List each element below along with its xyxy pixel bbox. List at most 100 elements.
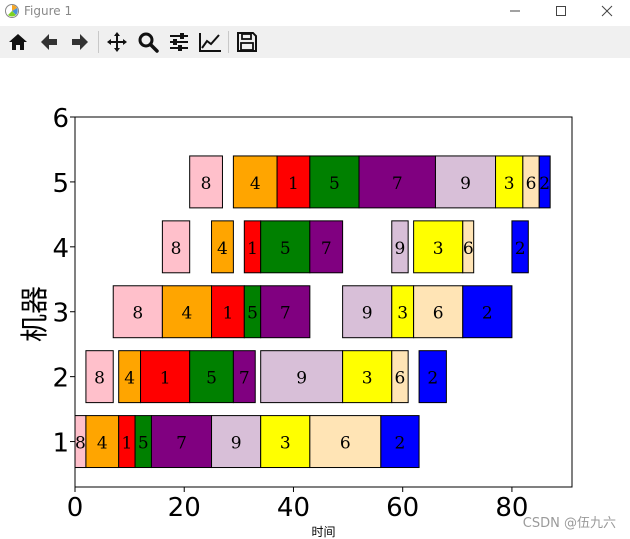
- y-tick-label: 4: [52, 234, 69, 264]
- home-icon: [9, 34, 27, 50]
- gantt-bar-job-7: [150, 415, 213, 469]
- gantt-bar-job-7: [232, 350, 256, 404]
- navigation-toolbar: [0, 26, 630, 59]
- gantt-bar-job-3: [260, 415, 311, 469]
- bar-label: 1: [288, 174, 299, 194]
- save-icon: [237, 32, 257, 52]
- gantt-bar-job-8: [161, 220, 191, 274]
- bar-label: 6: [395, 369, 406, 389]
- bar-label: 4: [182, 304, 193, 324]
- forward-button[interactable]: [67, 29, 93, 55]
- bar-label: 3: [433, 239, 444, 259]
- bar-label: 9: [460, 174, 471, 194]
- gantt-bar-job-4: [161, 285, 213, 339]
- bar-label: 5: [138, 434, 149, 454]
- back-button[interactable]: [36, 29, 62, 55]
- watermark: CSDN @伍九六: [522, 516, 616, 531]
- home-button[interactable]: [5, 29, 31, 55]
- gantt-bar-job-1: [276, 155, 311, 209]
- y-tick-label: 1: [52, 429, 69, 459]
- gantt-bar-job-9: [391, 220, 409, 274]
- gantt-bar-job-2: [418, 350, 447, 404]
- bar-label: 5: [247, 304, 258, 324]
- close-button[interactable]: [584, 0, 630, 22]
- ticks-layer: 0 20 40 60 80 1 2 3 4 5 6: [52, 104, 528, 523]
- bar-label: 4: [217, 239, 228, 259]
- toolbar-separator: [98, 31, 99, 53]
- maximize-button[interactable]: [538, 0, 584, 22]
- save-button[interactable]: [234, 29, 260, 55]
- gantt-bar-job-4: [85, 415, 120, 469]
- bars-layer: 8 4 1 5 7 9 3 6 28 4 1 5 7 9 3 6 28 4 1 5 7 9 3 6 28 4 1 5 7 9 3 6 28 4 1 5…: [75, 155, 551, 469]
- gantt-bar-job-4: [211, 220, 234, 274]
- gantt-bar-job-8: [112, 285, 163, 339]
- zoom-icon: [138, 32, 159, 53]
- bar-label: 5: [280, 239, 291, 259]
- back-icon: [41, 34, 57, 50]
- bar-label: 3: [280, 434, 291, 454]
- y-tick-label: 2: [52, 364, 69, 394]
- bar-label: 7: [321, 239, 332, 259]
- bar-label: 6: [433, 304, 444, 324]
- maximize-icon: [556, 6, 566, 16]
- bar-label: 4: [124, 369, 135, 389]
- gantt-bar-job-6: [309, 415, 382, 469]
- bar-label: 7: [392, 174, 403, 194]
- bar-label: 1: [247, 239, 258, 259]
- gantt-bar-job-7: [309, 220, 344, 274]
- toolbar-separator: [228, 31, 229, 53]
- gantt-bar-job-9: [211, 415, 262, 469]
- bar-label: 7: [176, 434, 187, 454]
- pan-button[interactable]: [104, 29, 130, 55]
- zoom-button[interactable]: [135, 29, 161, 55]
- gantt-bar-job-2: [538, 155, 551, 209]
- gantt-bar-job-2: [462, 285, 513, 339]
- bar-label: 2: [539, 174, 550, 194]
- bar-label: 9: [395, 239, 406, 259]
- bar-label: 2: [515, 239, 526, 259]
- x-tick-label: 40: [277, 493, 310, 523]
- x-tick-label: 0: [67, 493, 84, 523]
- gantt-bar-job-8: [85, 350, 114, 404]
- bar-label: 4: [250, 174, 261, 194]
- bar-label: 8: [75, 434, 86, 454]
- window-controls: [492, 0, 630, 22]
- window-title: Figure 1: [24, 4, 73, 18]
- bar-label: 2: [395, 434, 406, 454]
- bar-label: 7: [239, 369, 250, 389]
- bar-label: 5: [329, 174, 340, 194]
- bar-label: 6: [526, 174, 537, 194]
- gantt-bar-job-7: [358, 155, 436, 209]
- gantt-bar-job-5: [189, 350, 234, 404]
- gantt-bar-job-1: [140, 350, 191, 404]
- configure-subplots-button[interactable]: [166, 29, 192, 55]
- gantt-bar-job-9: [342, 285, 393, 339]
- gantt-bar-job-7: [260, 285, 311, 339]
- gantt-bar-job-3: [413, 220, 464, 274]
- bar-label: 3: [504, 174, 515, 194]
- y-axis-label: 机器: [18, 286, 51, 342]
- gantt-bar-job-6: [413, 285, 464, 339]
- edit-axis-button[interactable]: [197, 29, 223, 55]
- x-tick-label: 60: [386, 493, 419, 523]
- x-axis-label: 时间: [311, 525, 335, 539]
- bar-label: 4: [97, 434, 108, 454]
- bar-label: 9: [362, 304, 373, 324]
- minimize-button[interactable]: [492, 0, 538, 22]
- minimize-icon: [510, 10, 520, 12]
- axes-frame: [74, 116, 573, 488]
- y-tick-label: 3: [52, 299, 69, 329]
- gantt-bar-job-3: [342, 350, 393, 404]
- bar-label: 5: [206, 369, 217, 389]
- gantt-bar-job-3: [495, 155, 524, 209]
- gantt-bar-job-9: [260, 350, 344, 404]
- edit-axis-icon: [199, 33, 221, 52]
- close-icon: [601, 5, 613, 17]
- gantt-bar-job-5: [309, 155, 360, 209]
- bar-label: 7: [280, 304, 291, 324]
- gantt-bar-job-2: [380, 415, 420, 469]
- bar-label: 3: [362, 369, 373, 389]
- gantt-bar-job-5: [260, 220, 311, 274]
- bar-label: 6: [340, 434, 351, 454]
- bar-label: 2: [482, 304, 493, 324]
